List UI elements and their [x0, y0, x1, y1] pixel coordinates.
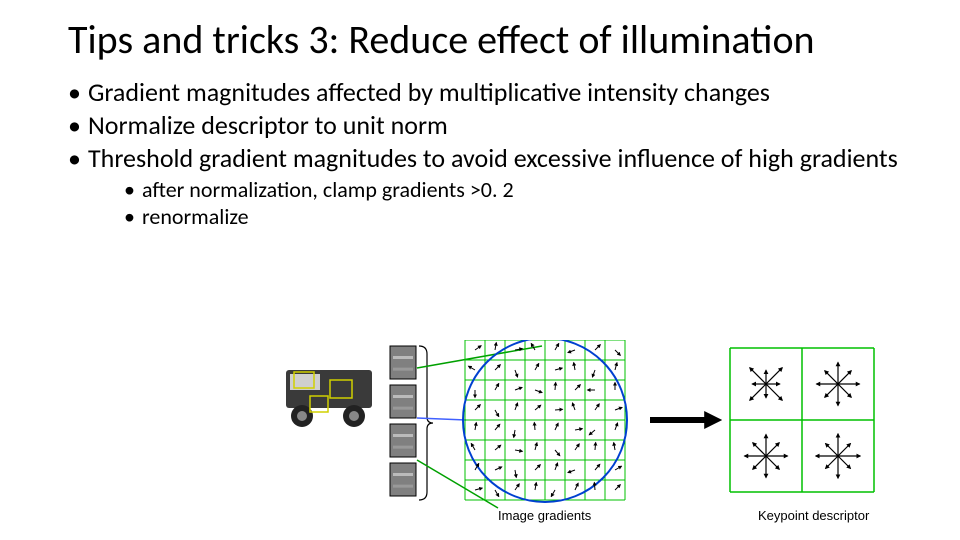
bullet-3-text: Threshold gradient magnitudes to avoid e… [88, 142, 898, 174]
caption-gradients: Image gradients [498, 508, 591, 523]
bullet-2: Normalize descriptor to unit norm [68, 110, 910, 141]
bullet-3: Threshold gradient magnitudes to avoid e… [68, 143, 910, 230]
caption-descriptor: Keypoint descriptor [758, 508, 869, 523]
bullet-1: Gradient magnitudes affected by multipli… [68, 77, 910, 108]
slide-title: Tips and tricks 3: Reduce effect of illu… [68, 18, 910, 61]
sift-figure: Image gradients Keypoint descriptor [280, 340, 920, 530]
bullet-list: Gradient magnitudes affected by multipli… [68, 77, 910, 230]
bullet-3b: renormalize [124, 204, 910, 230]
bullet-3a: after normalization, clamp gradients >0.… [124, 177, 910, 203]
